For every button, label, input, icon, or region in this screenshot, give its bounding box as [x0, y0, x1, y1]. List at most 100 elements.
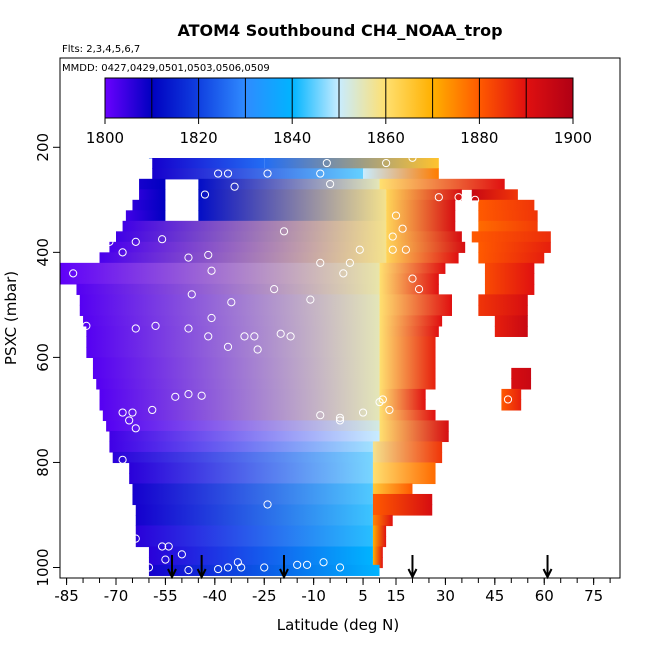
heatmap-cell — [372, 546, 383, 558]
sample-point — [164, 542, 173, 551]
heatmap-cell — [379, 336, 436, 348]
sample-point — [457, 266, 466, 275]
heatmap-cell — [501, 388, 522, 401]
sample-point — [503, 395, 513, 404]
sample-point — [388, 232, 397, 241]
sample-point — [270, 285, 279, 294]
heatmap-cell — [106, 420, 380, 432]
sample-point — [177, 550, 186, 559]
sample-point — [316, 258, 325, 267]
heatmap-cell — [379, 357, 436, 369]
heatmap-cell — [379, 399, 426, 411]
heatmap-cell — [135, 525, 373, 537]
flight-arrows — [167, 555, 553, 580]
sample-point — [125, 416, 134, 425]
heatmap-cell — [99, 252, 387, 264]
sample-point — [184, 566, 193, 575]
sample-point — [378, 395, 387, 404]
heatmap-cell — [379, 283, 439, 295]
arrow-head — [196, 568, 207, 580]
sample-point — [414, 285, 424, 294]
sample-point — [388, 245, 397, 254]
heatmap-cell — [139, 189, 166, 201]
heatmap-cell — [379, 409, 436, 422]
sample-markers — [69, 145, 513, 575]
sample-point — [223, 169, 233, 178]
sample-point — [408, 274, 417, 283]
sample-point — [204, 250, 213, 260]
heatmap-cell — [478, 294, 528, 306]
sample-point — [326, 179, 335, 189]
sample-point — [158, 235, 167, 244]
heatmap-cell — [135, 535, 373, 548]
sample-point — [382, 158, 391, 168]
heatmap-cell — [116, 231, 387, 243]
heatmap-cell — [86, 336, 380, 348]
sample-point — [207, 266, 216, 275]
sample-point — [316, 169, 325, 178]
heatmap-cell — [148, 546, 373, 558]
heatmap-cell — [372, 462, 436, 474]
heatmap-cell — [478, 199, 535, 211]
plot-frame — [59, 57, 621, 579]
sample-point — [470, 195, 480, 204]
heatmap-cell — [379, 325, 439, 337]
heatmap-cell — [484, 262, 535, 274]
x-tick-label: -85 — [54, 587, 79, 605]
sample-point — [302, 560, 312, 569]
colorbar-tick-label: 1860 — [367, 129, 405, 147]
sample-point — [385, 405, 394, 415]
y-tick-label: 1000 — [34, 548, 52, 586]
x-tick-label: 75 — [584, 587, 603, 605]
sample-point — [187, 179, 196, 189]
y-axis-label: PSXC (mbar) — [2, 271, 20, 365]
heatmap-cell — [494, 325, 528, 337]
heatmap-cell — [501, 399, 522, 411]
x-tick-label: -10 — [301, 587, 326, 605]
sample-point — [144, 563, 154, 572]
plot-area — [60, 126, 551, 576]
heatmap-cell — [96, 378, 380, 390]
heatmap-cell — [372, 535, 387, 548]
heatmap-cell — [372, 514, 393, 527]
sample-point — [131, 424, 140, 433]
heatmap-cell — [152, 168, 364, 180]
arrow-head — [407, 568, 418, 580]
colorbar-tick-label: 1880 — [460, 129, 498, 147]
heatmap-cell — [471, 189, 518, 201]
heatmap-cell — [60, 262, 380, 274]
heatmap-cell — [386, 210, 456, 222]
x-tick-label: 30 — [436, 587, 455, 605]
sample-point — [118, 248, 127, 257]
heatmap-cell — [92, 357, 380, 369]
sample-point — [197, 391, 206, 400]
sample-point — [306, 295, 315, 304]
dates-note: MMDD: 0427,0429,0501,0503,0506,0509 — [62, 63, 270, 74]
heatmap-cell — [132, 199, 166, 211]
sample-point — [279, 227, 289, 236]
heatmap-cell — [139, 178, 166, 190]
heatmap-cell — [372, 556, 383, 569]
y-tick-label: 200 — [34, 133, 52, 162]
sample-point — [355, 245, 364, 254]
heatmap-cell — [379, 378, 436, 390]
x-tick-label: -25 — [252, 587, 277, 605]
sample-point — [240, 332, 249, 341]
heatmap-cell — [386, 241, 466, 253]
sample-point — [253, 345, 262, 354]
heatmap-cell — [372, 472, 436, 485]
sample-point — [319, 558, 328, 567]
colorbar-tick-label: 1900 — [554, 129, 592, 147]
y-tick-label: 800 — [34, 448, 52, 477]
heatmap-cell — [386, 220, 456, 232]
sample-point — [184, 390, 193, 399]
heatmap-cell — [372, 451, 443, 464]
heatmap-cell — [148, 564, 380, 576]
colorbar-tick-label: 1840 — [273, 129, 311, 147]
heatmap-cell — [86, 325, 380, 337]
sample-point — [454, 193, 463, 202]
x-tick-label: 60 — [535, 587, 554, 605]
y-tick-label: 400 — [34, 238, 52, 267]
sample-point — [227, 298, 236, 307]
